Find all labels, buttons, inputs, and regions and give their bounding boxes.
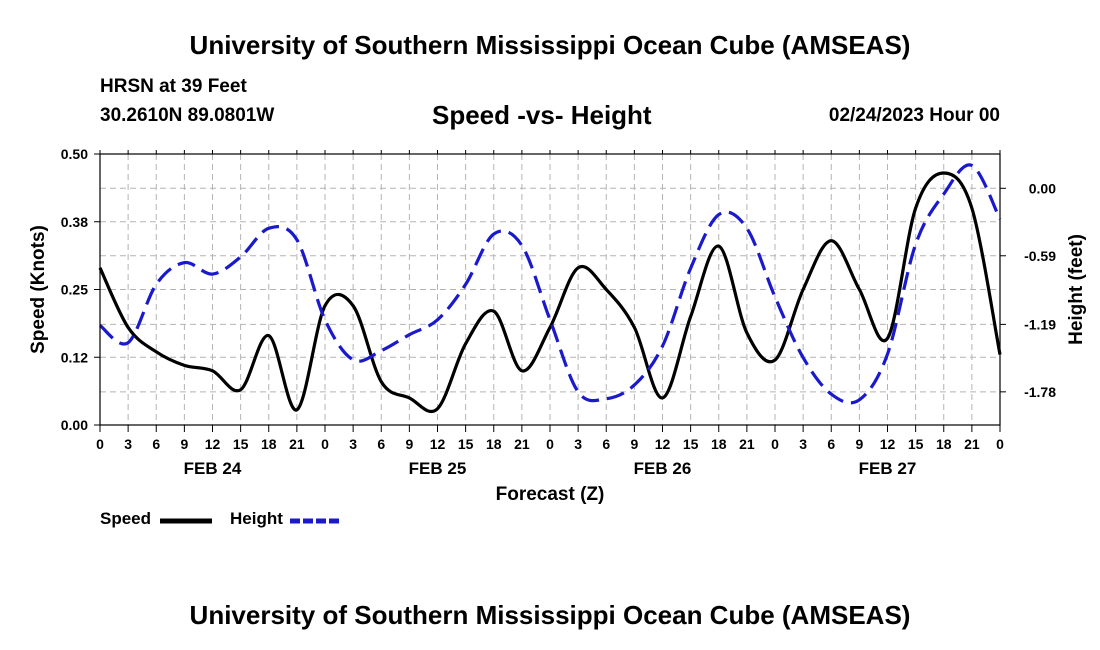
footer-title: University of Southern Mississippi Ocean… — [189, 600, 911, 630]
x-tick-label: 0 — [771, 436, 779, 452]
x-tick-label: 18 — [261, 436, 277, 452]
x-tick-label: 12 — [430, 436, 446, 452]
x-tick-label: 9 — [630, 436, 638, 452]
main-title: University of Southern Mississippi Ocean… — [189, 30, 911, 60]
x-tick-label: 0 — [96, 436, 104, 452]
x-tick-label: 15 — [908, 436, 924, 452]
y-left-tick-label: 0.12 — [61, 349, 88, 365]
y-left-tick-label: 0.25 — [61, 282, 88, 298]
x-tick-label: 6 — [377, 436, 385, 452]
x-tick-label: 12 — [655, 436, 671, 452]
grid — [100, 154, 1000, 425]
y-right-axis-title: Height (feet) — [1066, 234, 1087, 345]
x-axis-title: Forecast (Z) — [496, 484, 605, 505]
legend-height-label: Height — [230, 509, 283, 528]
x-tick-label: 18 — [936, 436, 952, 452]
x-day-label: FEB 26 — [634, 459, 692, 478]
series-line-height — [98, 163, 1002, 405]
x-day-label: FEB 24 — [184, 459, 242, 478]
chart-subtitle: Speed -vs- Height — [432, 100, 652, 130]
x-tick-label: 6 — [602, 436, 610, 452]
legend-height-swatch — [290, 518, 342, 524]
y-left-axis-title: Speed (Knots) — [28, 225, 49, 354]
x-day-label: FEB 27 — [859, 459, 917, 478]
x-tick-label: 18 — [486, 436, 502, 452]
x-tick-label: 6 — [827, 436, 835, 452]
legend-speed-label: Speed — [100, 509, 152, 528]
station-label: HRSN at 39 Feet — [100, 76, 247, 97]
x-tick-label: 12 — [880, 436, 896, 452]
y-left-tick-label: 0.38 — [61, 214, 88, 230]
coordinates-label: 30.2610N 89.0801W — [100, 105, 275, 126]
y-right-tick-label: 0.00 — [1029, 180, 1056, 196]
legend-speed-swatch — [160, 518, 212, 524]
x-tick-label: 3 — [124, 436, 132, 452]
x-tick-label: 9 — [180, 436, 188, 452]
forecast-datetime: 02/24/2023 Hour 00 — [828, 105, 1000, 126]
x-tick-label: 15 — [233, 436, 249, 452]
x-day-label: FEB 25 — [409, 459, 467, 478]
y-left-tick-label: 0.00 — [61, 417, 88, 433]
x-tick-label: 21 — [964, 436, 980, 452]
x-tick-label: 0 — [996, 436, 1004, 452]
x-tick-label: 3 — [799, 436, 807, 452]
x-tick-label: 15 — [683, 436, 699, 452]
x-tick-label: 9 — [405, 436, 413, 452]
x-tick-label: 12 — [205, 436, 221, 452]
x-tick-label: 3 — [574, 436, 582, 452]
x-tick-label: 3 — [349, 436, 357, 452]
x-tick-label: 21 — [289, 436, 305, 452]
x-tick-label: 0 — [321, 436, 329, 452]
series-line-speed — [98, 171, 1002, 414]
x-tick-label: 18 — [711, 436, 727, 452]
series-layer — [98, 163, 1002, 414]
x-tick-label: 6 — [152, 436, 160, 452]
axes: 0 3 6 9 12 15 18 21 0 3 6 9 12 15 18 21 0 3 6 9 12 15 18 21 0 3 6 9… — [28, 146, 1087, 505]
y-right-tick-label: -1.19 — [1024, 316, 1056, 332]
x-tick-label: 21 — [739, 436, 755, 452]
y-right-tick-label: -1.78 — [1024, 384, 1056, 400]
x-tick-label: 9 — [855, 436, 863, 452]
x-tick-label: 15 — [458, 436, 474, 452]
x-tick-label: 21 — [514, 436, 530, 452]
y-right-tick-label: -0.59 — [1024, 248, 1056, 264]
y-left-tick-label: 0.50 — [61, 146, 88, 162]
x-tick-label: 0 — [546, 436, 554, 452]
